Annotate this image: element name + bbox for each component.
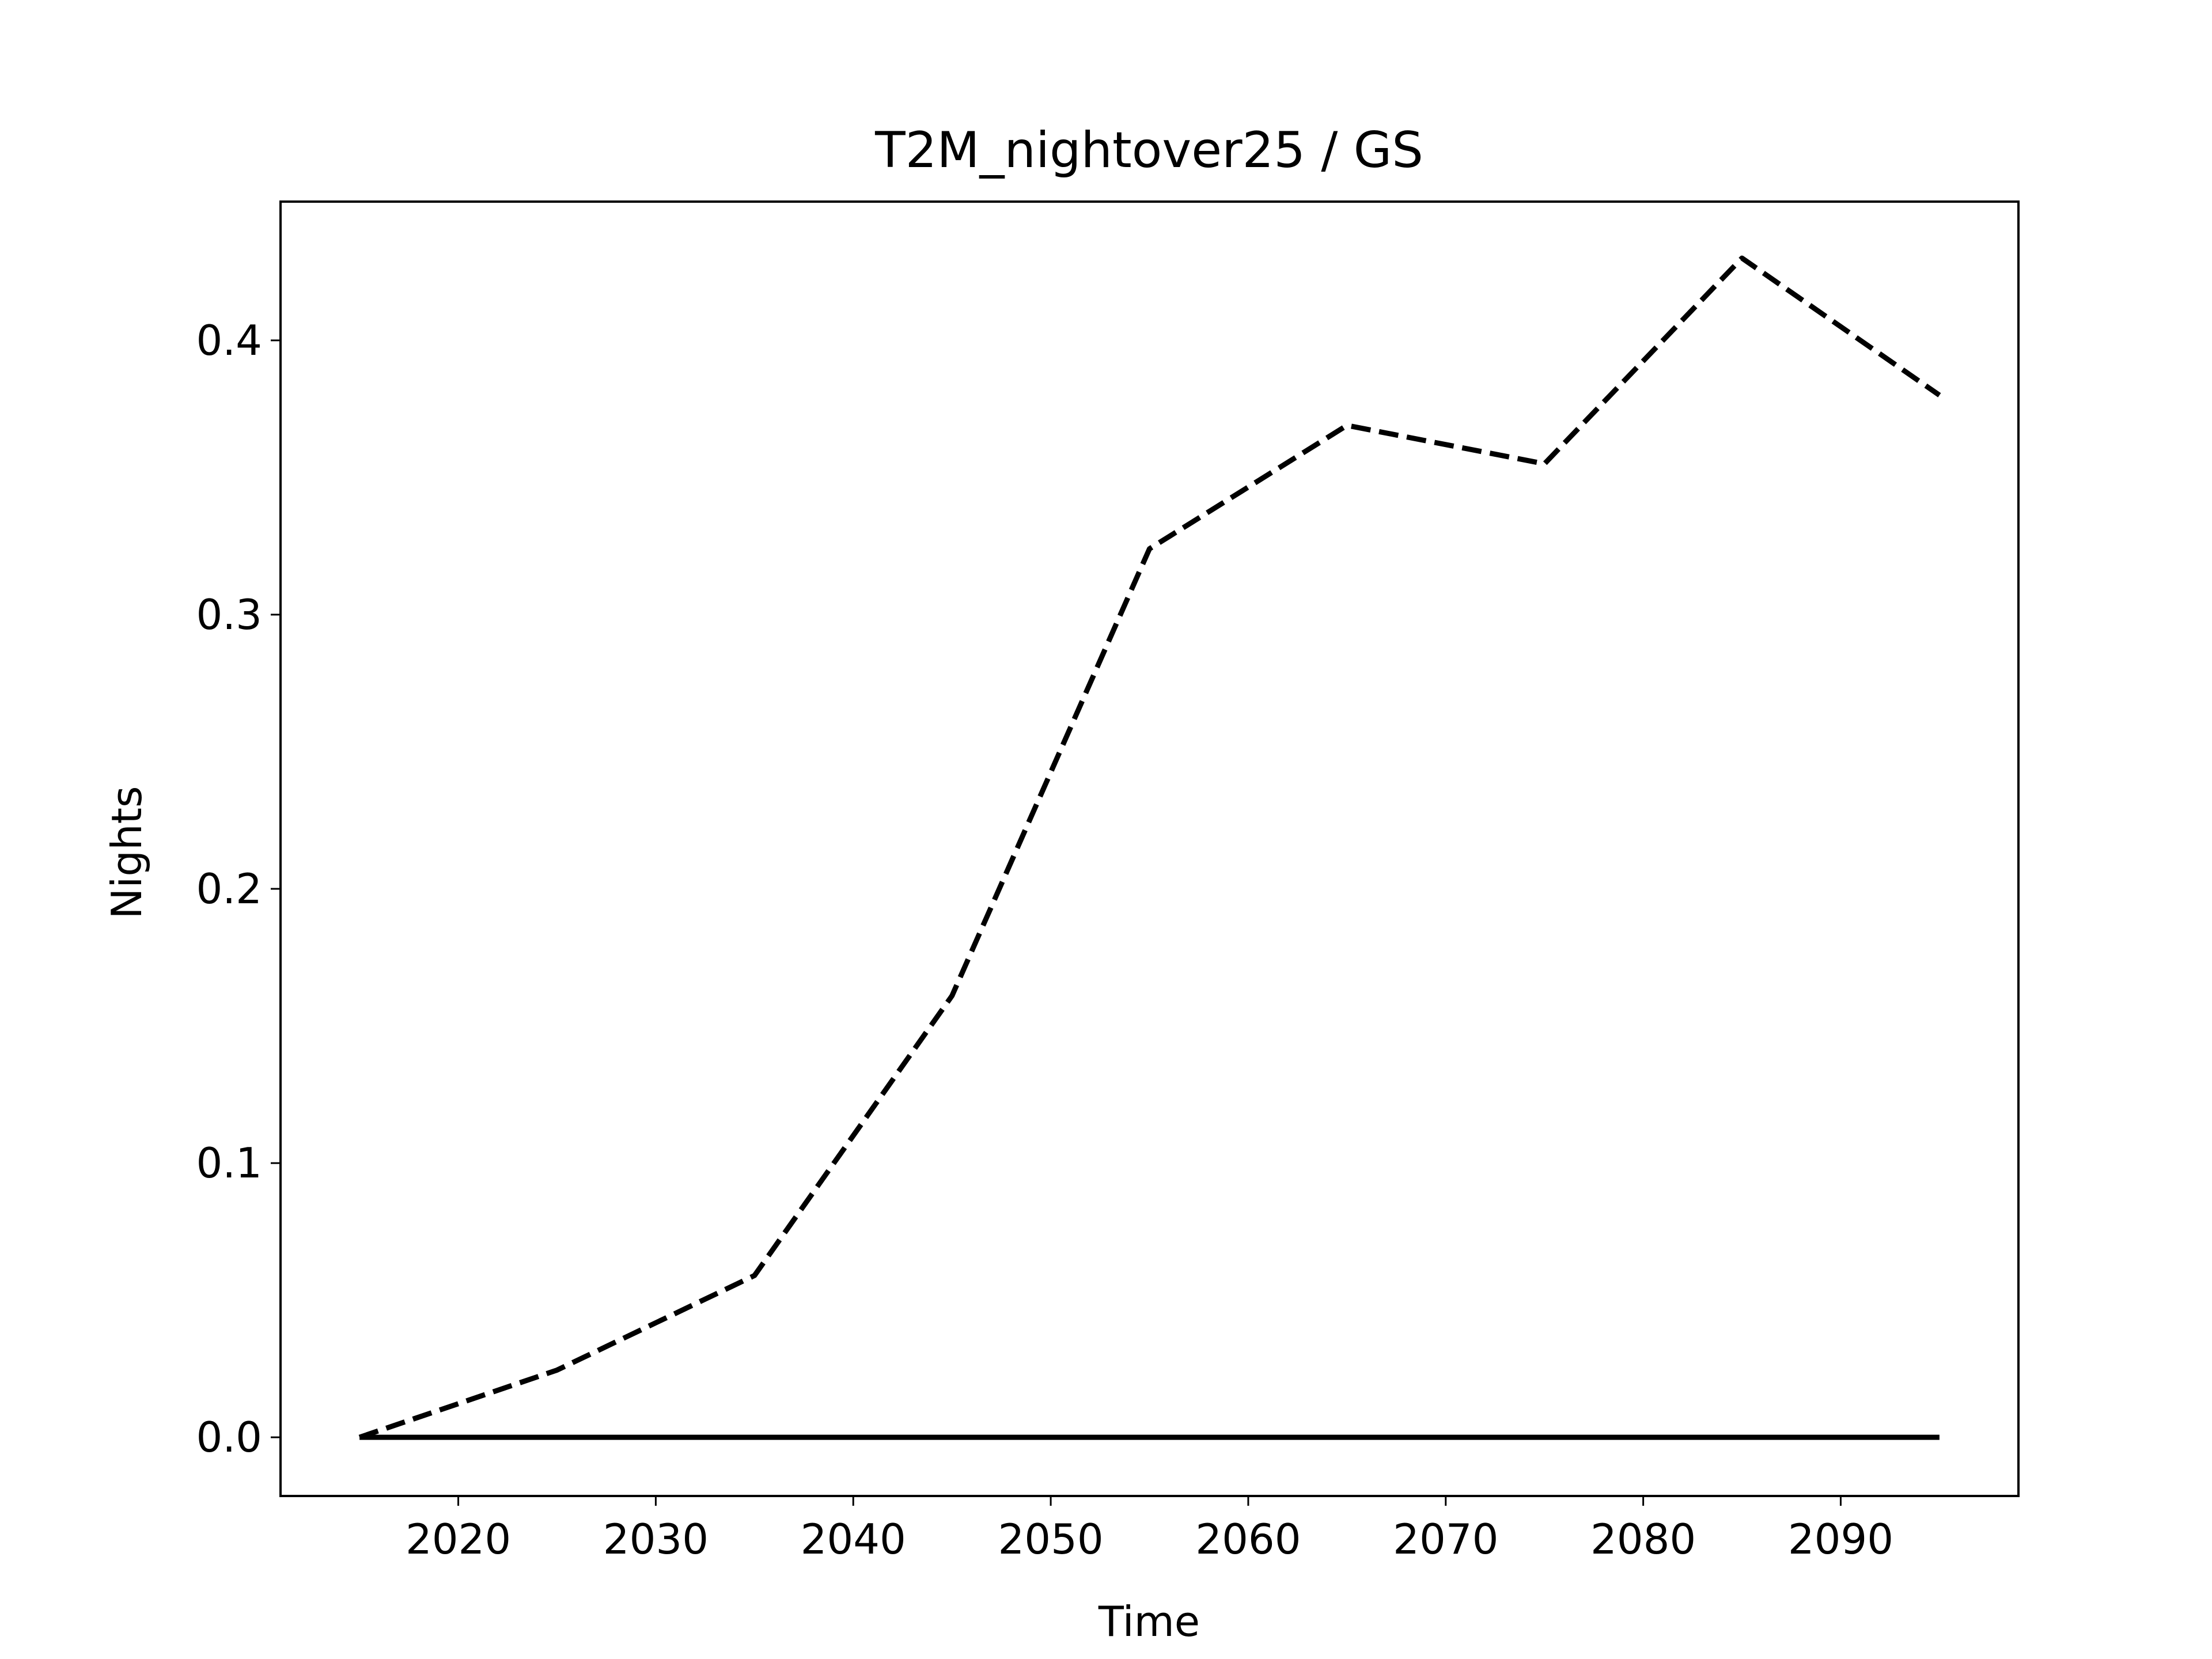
x-tick-label: 2030 xyxy=(603,1515,709,1563)
x-tick-label: 2050 xyxy=(998,1515,1103,1563)
y-tick-label: 0.3 xyxy=(196,590,262,639)
y-axis-label: Nights xyxy=(103,786,151,919)
x-tick-label: 2090 xyxy=(1788,1515,1893,1563)
y-tick-label: 0.1 xyxy=(196,1139,262,1187)
y-tick-label: 0.0 xyxy=(196,1413,262,1461)
x-tick-label: 2060 xyxy=(1195,1515,1301,1563)
x-tick-label: 2070 xyxy=(1393,1515,1498,1563)
chart-title: T2M_nightover25 / GS xyxy=(874,122,1423,179)
x-axis-label: Time xyxy=(1098,1597,1200,1646)
line-series xyxy=(358,255,1941,1440)
x-tick-label: 2040 xyxy=(801,1515,906,1563)
x-tick-label: 2020 xyxy=(406,1515,511,1563)
axes-frame xyxy=(279,200,2020,1497)
x-tick-label: 2080 xyxy=(1590,1515,1696,1563)
y-tick-label: 0.4 xyxy=(196,316,262,365)
y-tick-label: 0.2 xyxy=(196,865,262,913)
